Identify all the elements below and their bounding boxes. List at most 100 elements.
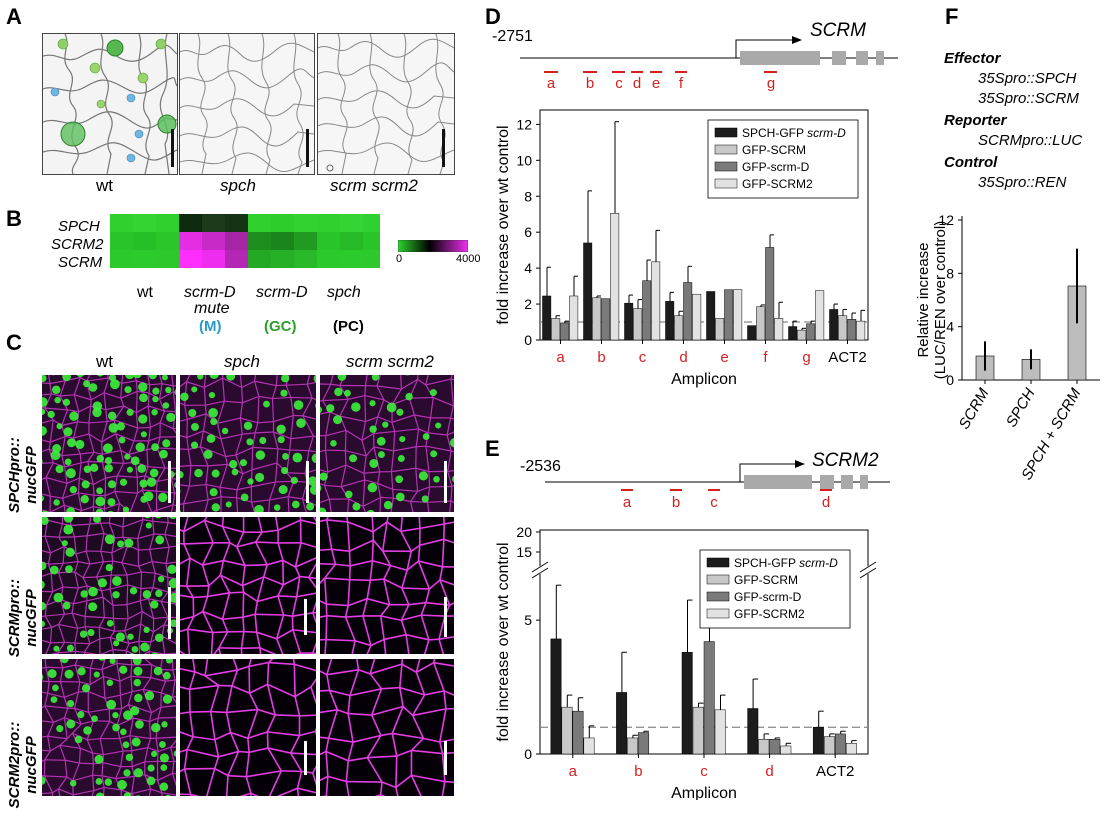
- scale-bar: [171, 129, 174, 167]
- y-tick-label: 12: [516, 116, 532, 132]
- legend-swatch: [707, 575, 729, 584]
- bar: [684, 283, 692, 341]
- legend-swatch: [715, 162, 737, 171]
- x-tick-label: SCRM: [956, 385, 993, 432]
- bar: [602, 299, 610, 340]
- amplicon-label: e: [652, 75, 660, 92]
- scale-bar: [442, 129, 445, 167]
- scale-bar: [304, 599, 307, 635]
- scale-bar: [304, 741, 307, 775]
- bar: [552, 318, 560, 340]
- bar: [570, 296, 578, 340]
- y-tick-label: 8: [524, 188, 532, 204]
- legend-swatch: [715, 145, 737, 154]
- x-tick-label: g: [802, 349, 810, 366]
- bar: [551, 639, 561, 754]
- heatmap-row-label: SCRM: [58, 254, 102, 271]
- bar: [584, 243, 592, 340]
- x-tick-label: d: [765, 763, 773, 780]
- control-label: Control: [944, 154, 997, 171]
- y-tick-label: 10: [516, 152, 532, 168]
- bar: [625, 303, 633, 340]
- bar: [634, 309, 642, 340]
- row-label-scrmpro: SCRMpro::nucGFP: [6, 433, 40, 563]
- legend-label: GFP-SCRM: [734, 573, 798, 587]
- bar: [748, 708, 758, 754]
- x-axis-label: Amplicon: [671, 785, 737, 800]
- fluor-scrmpro-spch: [180, 517, 316, 654]
- scale-min-label: 0: [396, 253, 402, 265]
- amplicon-label: f: [679, 75, 684, 92]
- bar: [835, 734, 845, 754]
- bar: [627, 738, 637, 754]
- amplicon-label: d: [822, 494, 830, 511]
- bar: [816, 291, 824, 340]
- group-label-m: (M): [199, 318, 222, 335]
- amplicon-label: c: [710, 494, 718, 511]
- bar: [666, 301, 674, 340]
- legend-swatch: [707, 609, 729, 618]
- legend: SPCH-GFP scrm-DGFP-SCRMGFP-scrm-DGFP-SCR…: [708, 120, 858, 198]
- col-label-scrm-scrm2: scrm scrm2: [346, 352, 434, 372]
- bar: [725, 290, 733, 340]
- scale-bar: [444, 461, 447, 503]
- heatmap-col-label: mute: [194, 300, 230, 318]
- y-tick-label: 2: [524, 296, 532, 312]
- exon: [860, 475, 868, 489]
- fluor-scrmpro-wt: [42, 517, 176, 654]
- scale-bar: [444, 597, 447, 637]
- panel-letter-b: B: [6, 206, 22, 232]
- heatmap-row-label: SPCH: [58, 218, 100, 235]
- y-axis-label: Relative increase: [915, 242, 932, 357]
- panel-letter-d: D: [485, 4, 501, 30]
- heatmap-col-label: spch: [327, 284, 361, 302]
- row-label-scrm2pro: SCRM2pro::nucGFP: [6, 565, 40, 705]
- bar: [693, 707, 703, 754]
- x-axis-label: Amplicon: [671, 371, 737, 388]
- fluor-spchpro-spch: [180, 375, 316, 512]
- label-spch: spch: [220, 176, 256, 196]
- bar: [616, 692, 626, 754]
- x-tick-label: d: [679, 349, 687, 366]
- y-axis-label: (LUC/REN over control): [932, 221, 949, 379]
- x-tick-label: ACT2: [816, 763, 854, 780]
- micrograph-spch: [179, 33, 315, 175]
- x-tick-label: b: [597, 349, 605, 366]
- bar: [693, 294, 701, 340]
- cell-walls: [320, 659, 454, 796]
- heatmap-cells: [110, 214, 380, 268]
- x-tick-label: a: [569, 763, 578, 780]
- x-tick-label: e: [720, 349, 728, 366]
- label-wt: wt: [96, 176, 113, 196]
- legend-swatch: [707, 558, 729, 567]
- bar: [766, 247, 774, 340]
- bar: [757, 307, 765, 340]
- gene-diagram-scrm: a b c d e f g: [520, 30, 900, 100]
- x-tick-label: b: [634, 763, 642, 780]
- micrograph-scrm-scrm2: [317, 33, 455, 175]
- panel-letter-f: F: [945, 4, 958, 30]
- amplicon-label: c: [615, 75, 623, 92]
- bar: [611, 213, 619, 340]
- fluor-scrm2pro-spch: [180, 659, 316, 796]
- row-label-spchpro: SPCHpro::nucGFP: [6, 305, 40, 425]
- exon: [841, 475, 853, 489]
- bar: [584, 738, 594, 754]
- nuclei: [180, 375, 316, 512]
- fluor-spchpro-scrm-scrm2: [320, 375, 454, 512]
- legend-swatch: [707, 592, 729, 601]
- cell-walls: [320, 517, 454, 654]
- col-label-spch: spch: [224, 352, 260, 372]
- fluor-spchpro-wt: [42, 375, 176, 512]
- micrograph-wt: [42, 33, 178, 175]
- y-tick-label: 20: [516, 524, 532, 540]
- exon: [740, 51, 820, 65]
- scale-bar: [306, 129, 309, 167]
- exon: [856, 51, 868, 65]
- bar: [716, 318, 724, 340]
- bar: [824, 737, 834, 754]
- reporter-label: Reporter: [944, 112, 1007, 129]
- bar: [704, 642, 714, 754]
